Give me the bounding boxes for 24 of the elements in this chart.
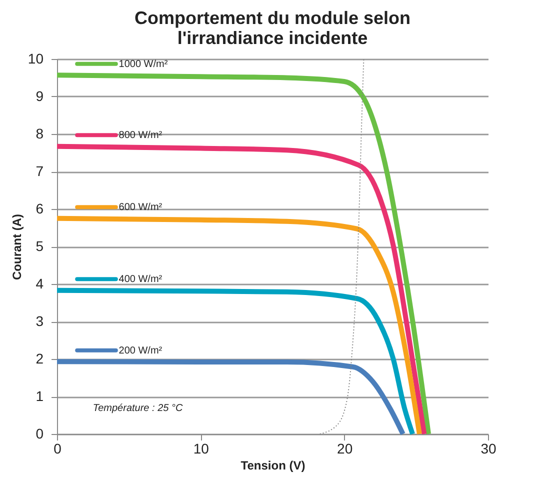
- y-tick-label: 6: [36, 200, 44, 216]
- legend-label: 800 W/m²: [118, 130, 163, 142]
- y-tick-label: 1: [36, 388, 44, 404]
- y-tick-label: 7: [36, 163, 44, 179]
- y-axis-title: Courant (A): [10, 214, 24, 280]
- x-tick-label: 0: [54, 440, 62, 456]
- legend-label: 600 W/m²: [118, 202, 163, 214]
- y-tick-label: 0: [36, 426, 44, 442]
- x-tick-label: 10: [193, 440, 210, 456]
- y-tick-label: 5: [36, 238, 44, 254]
- annotation: Température : 25 °C: [92, 402, 184, 414]
- y-tick-label: 10: [28, 50, 44, 66]
- legend-label: 1000 W/m²: [118, 58, 168, 70]
- legend-label: 400 W/m²: [118, 274, 163, 286]
- y-tick-label: 3: [36, 313, 44, 329]
- chart-title: Comportement du module selon l'irrandiance incidente: [134, 8, 411, 48]
- legend-label: 200 W/m²: [118, 345, 163, 356]
- y-tick-label: 4: [36, 276, 44, 292]
- x-axis-title: Tension (V): [240, 458, 306, 472]
- y-tick-label: 9: [36, 88, 44, 104]
- y-tick-label: 8: [36, 126, 44, 142]
- y-tick-label: 2: [36, 350, 44, 366]
- x-tick-label: 20: [337, 440, 353, 456]
- x-tick-label: 30: [480, 440, 496, 456]
